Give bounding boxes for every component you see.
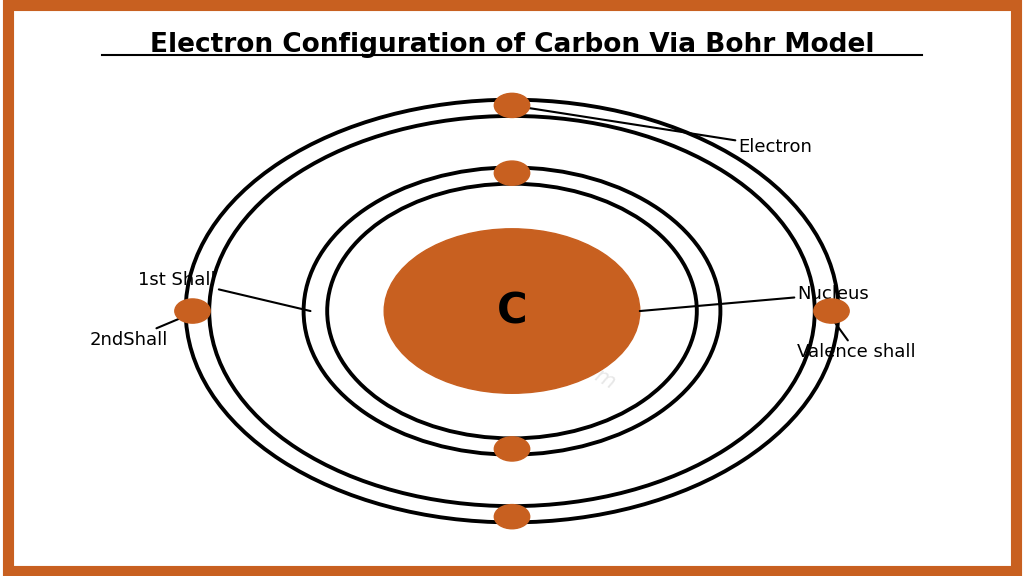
Text: DiagramAcademy.com: DiagramAcademy.com <box>404 257 620 393</box>
Text: Electron Configuration of Carbon Via Bohr Model: Electron Configuration of Carbon Via Boh… <box>150 32 874 58</box>
Text: Nucleus: Nucleus <box>640 285 868 311</box>
Ellipse shape <box>175 299 210 323</box>
Text: 2ndShall: 2ndShall <box>89 311 198 349</box>
Text: Valence shall: Valence shall <box>797 311 915 361</box>
Ellipse shape <box>495 437 529 461</box>
Text: C: C <box>497 290 527 332</box>
Ellipse shape <box>814 299 849 323</box>
Text: Electron: Electron <box>512 105 812 156</box>
Text: 1st Shall: 1st Shall <box>138 271 310 311</box>
Ellipse shape <box>495 161 529 185</box>
Ellipse shape <box>495 505 529 529</box>
Ellipse shape <box>495 93 529 118</box>
Ellipse shape <box>384 229 640 393</box>
